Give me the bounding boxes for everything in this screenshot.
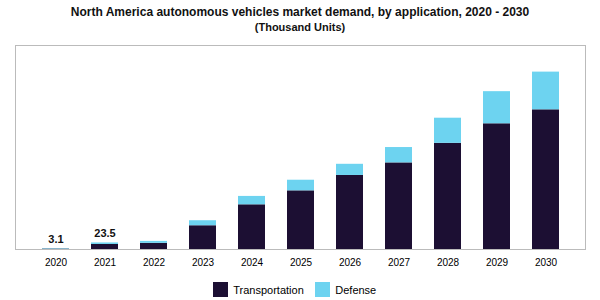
svg-text:2027: 2027: [388, 257, 411, 268]
svg-text:3.1: 3.1: [48, 233, 63, 245]
html-text:North America autonomous vehic: North America autonomous vehicles market…: [70, 5, 530, 19]
html-text:Transportation: Transportation: [233, 283, 304, 296]
svg-text:2021: 2021: [94, 257, 117, 268]
html-text:Defense: Defense: [335, 283, 377, 296]
svg-text:2028: 2028: [437, 257, 460, 268]
svg-text:2029: 2029: [486, 257, 509, 268]
svg-text:2026: 2026: [339, 257, 362, 268]
svg-text:23.5: 23.5: [94, 227, 115, 239]
svg-text:2025: 2025: [290, 257, 313, 268]
svg-text:2023: 2023: [192, 257, 215, 268]
svg-text:2020: 2020: [45, 257, 68, 268]
svg-text:2030: 2030: [535, 257, 558, 268]
html-text:(Thousand Units): (Thousand Units): [254, 21, 346, 33]
svg-text:2024: 2024: [241, 257, 264, 268]
svg-text:2022: 2022: [143, 257, 166, 268]
